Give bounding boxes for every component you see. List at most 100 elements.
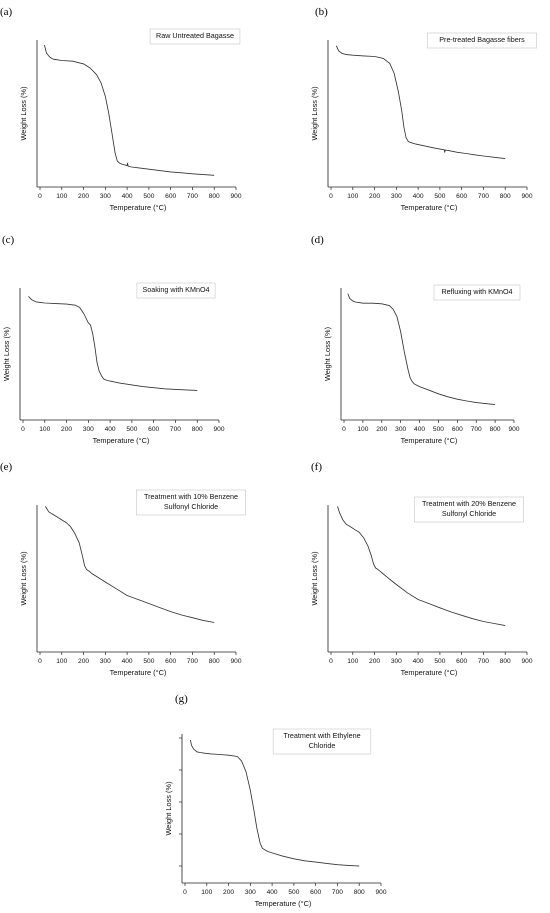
- tga-curve: [43, 44, 215, 176]
- chart-title: Treatment with 10% Benzene: [144, 492, 238, 501]
- x-tick-label: 400: [267, 889, 278, 896]
- x-tick-label: 300: [100, 193, 111, 200]
- chart-title: Raw Untreated Bagasse: [156, 31, 234, 40]
- x-tick-label: 400: [413, 658, 424, 665]
- panel-letter: (d): [311, 234, 324, 246]
- x-tick-label: 200: [78, 193, 89, 200]
- x-tick-label: 900: [521, 658, 532, 665]
- x-tick-label: 500: [433, 426, 444, 433]
- x-tick-label: 0: [21, 426, 25, 433]
- panel-letter: (g): [175, 693, 188, 705]
- x-tick-label: 500: [434, 658, 445, 665]
- y-axis-title: Weight Loss (%): [164, 781, 173, 835]
- x-tick-label: 600: [452, 426, 463, 433]
- chart-title: Refluxing with KMnO4: [441, 287, 512, 296]
- x-tick-label: 300: [83, 426, 94, 433]
- x-axis-title: Temperature (°C): [401, 436, 458, 445]
- x-tick-label: 300: [391, 193, 402, 200]
- tga-curve: [347, 293, 496, 406]
- panel-letter: (b): [315, 6, 328, 18]
- chart-title: Sulfonyl Chloride: [442, 509, 496, 518]
- x-axis-title: Temperature (°C): [255, 899, 312, 908]
- x-tick-label: 100: [357, 426, 368, 433]
- x-tick-label: 300: [100, 658, 111, 665]
- x-tick-label: 400: [122, 658, 133, 665]
- tga-curve: [28, 296, 198, 391]
- y-axis-title: Weight Loss (%): [19, 86, 28, 140]
- x-tick-label: 600: [456, 658, 467, 665]
- panel-letter: (e): [0, 461, 13, 473]
- x-tick-label: 700: [478, 658, 489, 665]
- x-tick-label: 100: [347, 193, 358, 200]
- chart-title-box: [136, 282, 216, 299]
- x-tick-label: 900: [521, 193, 532, 200]
- y-axis-title: Weight Loss (%): [310, 551, 319, 605]
- x-tick-label: 600: [456, 193, 467, 200]
- x-tick-label: 200: [376, 426, 387, 433]
- chart-title-box: [149, 28, 241, 45]
- chart-title: Pre-treated Bagasse fibers: [439, 35, 525, 44]
- x-tick-label: 500: [126, 426, 137, 433]
- x-tick-label: 700: [332, 889, 343, 896]
- chart-panel-c: (c) 0 100 200 300 400 500 600 700 800 900 Temperatu…: [2, 234, 225, 445]
- x-tick-label: 100: [56, 193, 67, 200]
- chart-title: Chloride: [309, 741, 336, 750]
- x-tick-label: 700: [478, 193, 489, 200]
- x-tick-label: 200: [223, 889, 234, 896]
- x-tick-label: 100: [347, 658, 358, 665]
- x-tick-label: 600: [165, 193, 176, 200]
- x-tick-label: 700: [187, 658, 198, 665]
- x-tick-label: 0: [329, 193, 333, 200]
- chart-title: Soaking with KMnO4: [142, 285, 209, 294]
- chart-title-box: [433, 284, 521, 301]
- y-axis-title: Weight Loss (%): [2, 327, 11, 381]
- x-tick-label: 800: [209, 193, 220, 200]
- x-axis-title: Temperature (°C): [401, 203, 458, 212]
- x-tick-label: 0: [329, 658, 333, 665]
- x-tick-label: 700: [187, 193, 198, 200]
- chart-title-box: [136, 489, 246, 516]
- tga-curve: [336, 45, 506, 160]
- x-tick-label: 900: [230, 193, 241, 200]
- x-tick-label: 600: [148, 426, 159, 433]
- panel-letter: (a): [0, 6, 13, 18]
- x-tick-label: 800: [192, 426, 203, 433]
- x-tick-label: 900: [508, 426, 519, 433]
- panel-letter: (c): [2, 234, 15, 246]
- x-tick-label: 400: [413, 193, 424, 200]
- x-axis-title: Temperature (°C): [110, 668, 167, 677]
- y-axis-title: Weight Loss (%): [323, 327, 332, 381]
- x-tick-label: 200: [369, 658, 380, 665]
- x-tick-label: 600: [165, 658, 176, 665]
- x-tick-label: 500: [288, 889, 299, 896]
- x-tick-label: 800: [500, 658, 511, 665]
- x-axis-title: Temperature (°C): [93, 436, 150, 445]
- x-tick-label: 800: [500, 193, 511, 200]
- x-tick-label: 500: [434, 193, 445, 200]
- x-tick-label: 400: [122, 193, 133, 200]
- x-tick-label: 100: [39, 426, 50, 433]
- chart-panel-d: (d) 0 100 200 300 400 500 600 700 800 900 Temperatu…: [311, 234, 521, 445]
- chart-panel-a: (a) 0 100 200 300 400 500 600 700 800 900 Temperatu…: [0, 6, 242, 212]
- chart-title: Sulfonyl Chloride: [164, 502, 218, 511]
- tga-curve: [189, 739, 360, 867]
- x-tick-label: 0: [38, 193, 42, 200]
- chart-title-box: [272, 728, 372, 755]
- x-tick-label: 500: [143, 658, 154, 665]
- x-tick-label: 400: [105, 426, 116, 433]
- x-tick-label: 900: [213, 426, 224, 433]
- chart-panel-f: (f) 0 100 200 300 400 500 600 700 800 900 Temperatu…: [310, 461, 533, 677]
- x-tick-label: 100: [56, 658, 67, 665]
- x-tick-label: 300: [395, 426, 406, 433]
- x-tick-label: 0: [38, 658, 42, 665]
- chart-title: Treatment with 20% Benzene: [422, 499, 516, 508]
- x-tick-label: 400: [414, 426, 425, 433]
- x-tick-label: 200: [369, 193, 380, 200]
- x-tick-label: 800: [490, 426, 501, 433]
- x-tick-label: 100: [201, 889, 212, 896]
- x-tick-label: 600: [310, 889, 321, 896]
- chart-title: Treatment with Ethylene: [283, 731, 360, 740]
- x-tick-label: 700: [170, 426, 181, 433]
- tga-curve: [45, 506, 215, 623]
